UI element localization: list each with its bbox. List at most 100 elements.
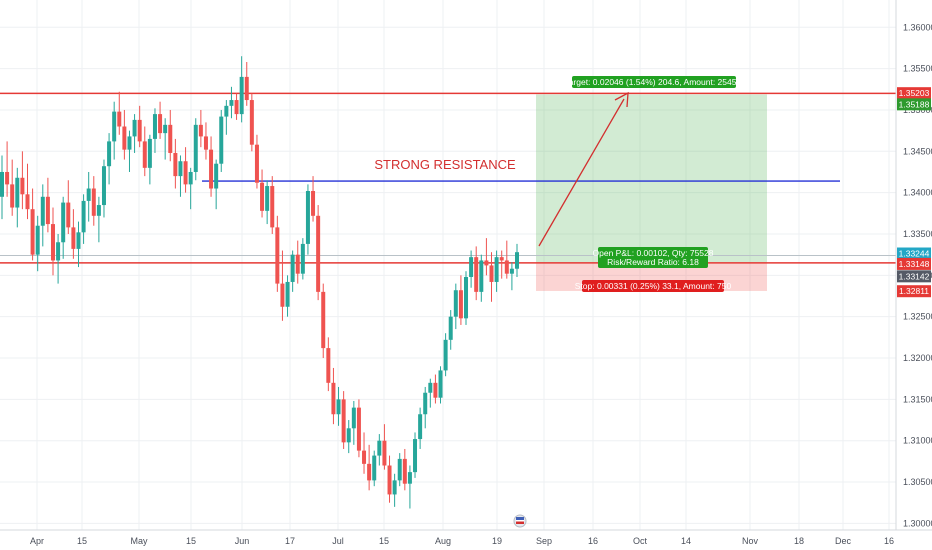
pnl-label: Open P&L: 0.00102, Qty: 75528Risk/Reward…	[593, 247, 714, 268]
position-overlay: Target: 0.02046 (1.54%) 204.6, Amount: 2…	[538, 76, 744, 292]
candle-body	[239, 76, 244, 115]
candle-body	[453, 290, 458, 317]
price-tag-text: 1.32811	[899, 286, 929, 296]
candle-body	[81, 200, 86, 233]
price-tick-label: 1.32000	[903, 353, 932, 363]
candle-body	[377, 440, 382, 456]
candle-body	[326, 348, 331, 383]
candle-body	[489, 265, 494, 282]
flag-icon[interactable]	[513, 514, 527, 528]
price-tag-text: 1.33148	[899, 259, 930, 269]
candle-body	[254, 144, 259, 183]
price-tag-bg	[897, 285, 931, 298]
candle-body	[66, 202, 71, 228]
candle-body	[413, 439, 418, 473]
time-tick-label: 16	[588, 536, 598, 546]
candle-body	[40, 196, 45, 226]
candle-body	[168, 124, 173, 153]
candle-body	[147, 138, 152, 168]
time-axis[interactable]: Apr 15 May 15 Jun 17 Jul 15 Aug 19 Sep 16 Oct 14 Nov 18…	[30, 536, 894, 546]
candle-body	[219, 116, 224, 164]
candle-body	[107, 141, 112, 167]
candle-body	[280, 283, 285, 307]
time-tick-label: 15	[186, 536, 196, 546]
candle-body	[142, 141, 147, 168]
candle-body	[71, 227, 76, 249]
time-tick-label: 14	[681, 536, 691, 546]
candle-body	[372, 455, 377, 481]
candle-body	[15, 177, 20, 208]
candle-body	[443, 339, 448, 371]
candle-body	[433, 382, 438, 398]
pnl-label-text: Open P&L: 0.00102, Qty: 75528	[593, 248, 714, 258]
time-tick-label: 17	[285, 536, 295, 546]
candle-body	[316, 215, 321, 292]
candle-body	[20, 177, 25, 195]
candle-body	[336, 399, 341, 415]
candle-body	[178, 161, 183, 177]
candle-body	[474, 257, 479, 292]
candle-body	[305, 190, 310, 244]
candle-body	[469, 257, 474, 277]
candle-body	[249, 100, 254, 145]
price-tick-label: 1.34500	[903, 146, 932, 156]
candle-body	[351, 407, 356, 429]
price-tag-bg	[897, 247, 931, 260]
candle-body	[346, 428, 351, 443]
candle-body	[515, 252, 519, 269]
price-tick-label: 1.36000	[903, 22, 932, 32]
price-tag: 1.35188	[897, 98, 931, 111]
candle-body	[193, 124, 198, 172]
candle-body	[407, 472, 412, 484]
price-tick-label: 1.35500	[903, 64, 932, 74]
time-tick-label: Jul	[332, 536, 344, 546]
candle-body	[367, 463, 372, 481]
candle-body	[300, 243, 305, 274]
candle-body	[270, 186, 275, 228]
candle-body	[152, 114, 157, 139]
price-tag: 1.33142	[897, 270, 931, 283]
stop-label-text: Stop: 0.00331 (0.25%) 33.1, Amount: 750	[575, 281, 732, 291]
price-tick-label: 1.32500	[903, 312, 932, 322]
candle-body	[382, 440, 387, 466]
time-tick-label: Aug	[435, 536, 451, 546]
time-tick-label: 18	[794, 536, 804, 546]
price-tag: 1.35203	[897, 87, 931, 100]
candle-body	[418, 414, 423, 440]
candle-body	[86, 188, 91, 201]
candle-body	[509, 268, 514, 274]
price-tag: 1.32811	[897, 285, 931, 298]
candle-body	[35, 225, 40, 255]
candle-body	[96, 205, 101, 216]
grid-lines	[0, 0, 896, 530]
candle-body	[479, 260, 484, 292]
candle-body	[234, 100, 239, 115]
candle-body	[5, 171, 10, 185]
candle-body	[499, 257, 504, 261]
candle-body	[275, 227, 280, 284]
price-tag: 1.33244	[897, 247, 931, 260]
trend-arrow	[538, 98, 625, 247]
price-tick-label: 1.30500	[903, 477, 932, 487]
candle-body	[438, 370, 443, 398]
candle-body	[229, 100, 234, 106]
price-tag-bg	[897, 98, 931, 111]
candle-body	[224, 105, 229, 117]
candle-body	[448, 316, 453, 340]
candle-body	[321, 291, 326, 349]
candle-body	[397, 458, 402, 481]
price-tag-text: 1.33244	[899, 249, 930, 259]
stop-label: Stop: 0.00331 (0.25%) 33.1, Amount: 750	[575, 280, 732, 292]
arrow-head	[614, 91, 629, 108]
pnl-label-text: Risk/Reward Ratio: 6.18	[607, 257, 699, 267]
time-tick-label: Dec	[835, 536, 852, 546]
candle-body	[117, 111, 122, 127]
candle-body	[50, 224, 55, 261]
position-zones	[536, 94, 767, 291]
price-tag-bg	[897, 270, 931, 283]
candle-body	[112, 111, 117, 142]
candle-body	[290, 254, 295, 282]
candle-body	[311, 190, 316, 216]
target-label: Target: 0.02046 (1.54%) 204.6, Amount: 2…	[564, 76, 744, 88]
